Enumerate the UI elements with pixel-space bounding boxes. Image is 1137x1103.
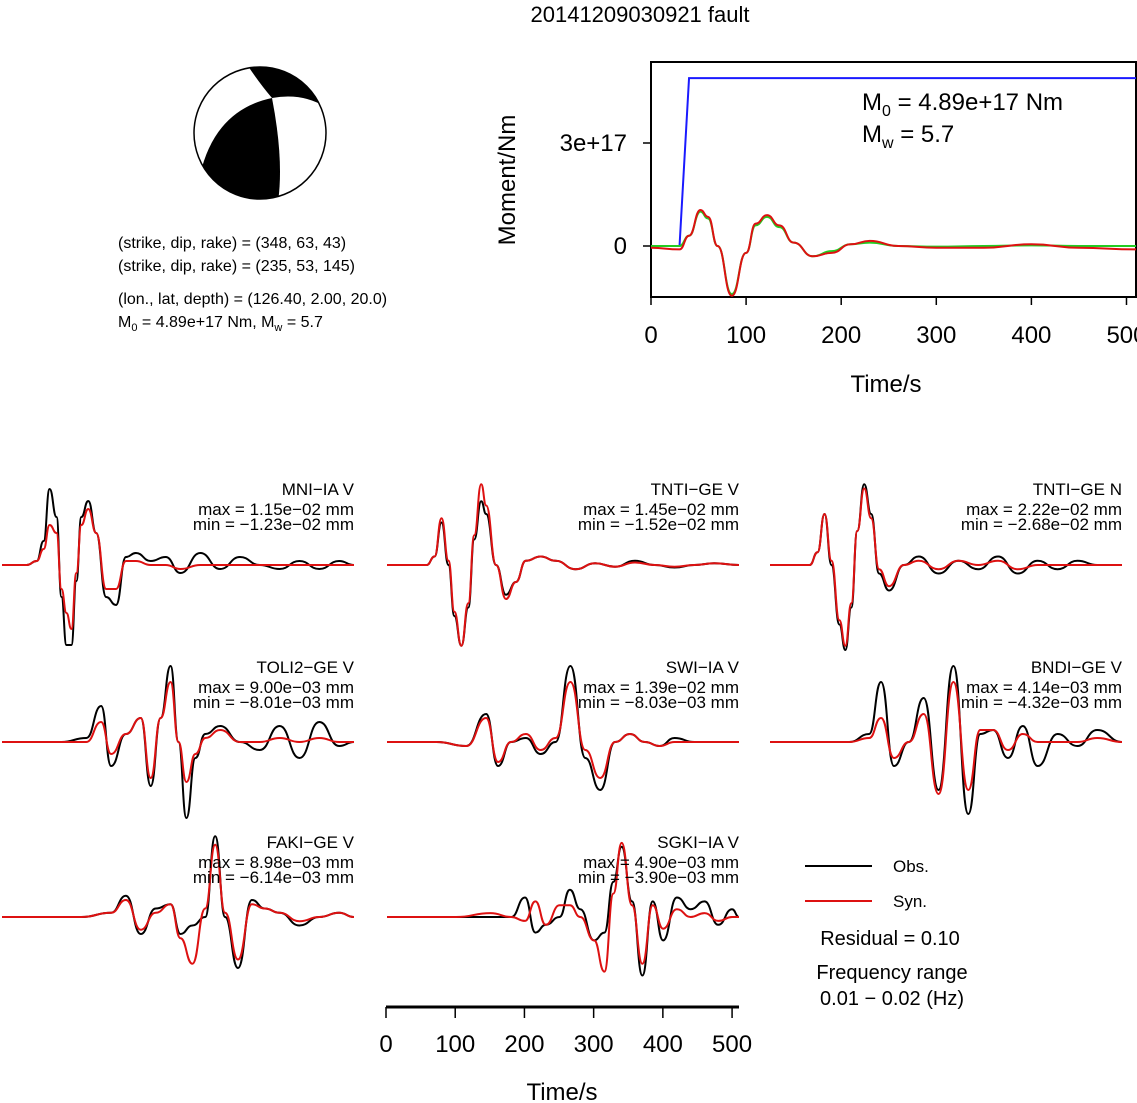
waveform-xtick-label: 300 (574, 1031, 614, 1058)
moment-plot-frame (650, 61, 1137, 298)
synthetic-trace (1, 680, 354, 784)
moment-xtick-label: 300 (916, 322, 956, 349)
min-amplitude-label: min = −6.14e−03 mm (193, 868, 354, 887)
frequency-range-title: Frequency range (816, 962, 967, 984)
waveform-xtick-label: 0 (379, 1031, 392, 1058)
moment-m0-label: M0 = 4.89e+17 Nm (862, 89, 1063, 120)
min-amplitude-label: min = −2.68e−02 mm (961, 515, 1122, 534)
waveform-xlabel: Time/s (526, 1079, 597, 1103)
synthetic-trace (387, 841, 739, 973)
max-amplitude-label: max = 8.98e−03 mm (198, 853, 354, 872)
beachball (193, 66, 327, 200)
synthetic-trace (2, 843, 355, 965)
moment-ytick-label: 3e+17 (560, 130, 627, 157)
moment-plot: 0 3e+17 0 100 200 300 400 500 Moment/Nm Time/s… (494, 61, 1137, 398)
max-amplitude-label: max = 1.39e−02 mm (583, 678, 739, 697)
stf-line-red (650, 208, 1137, 297)
min-amplitude-label: min = −8.01e−03 mm (193, 693, 354, 712)
station-label: MNI−IA V (282, 480, 355, 499)
synthetic-trace (386, 483, 740, 647)
max-amplitude-label: max = 1.45e−02 mm (583, 500, 739, 519)
station-label: TOLI2−GE V (257, 658, 355, 677)
legend-syn-label: Syn. (893, 892, 927, 911)
nodal-plane-1: (strike, dip, rake) = (348, 63, 43) (118, 235, 346, 252)
max-amplitude-label: max = 4.14e−03 mm (966, 678, 1122, 697)
waveform-xtick-label: 400 (643, 1031, 683, 1058)
waveform-xtick-label: 500 (712, 1031, 752, 1058)
moment-ytick-label: 0 (614, 233, 627, 260)
nodal-plane-2: (strike, dip, rake) = (235, 53, 145) (118, 258, 355, 275)
legend: Obs. Syn. Residual = 0.10 Frequency rang… (805, 857, 968, 1010)
moment-xtick-label: 0 (644, 322, 657, 349)
moment-xtick-label: 100 (726, 322, 766, 349)
synthetic-trace (386, 680, 739, 780)
hypocenter: (lon., lat, depth) = (126.40, 2.00, 20.0… (118, 291, 387, 308)
synthetic-trace (769, 680, 1123, 796)
station-label: BNDI−GE V (1031, 658, 1123, 677)
station-label: TNTI−GE V (651, 480, 740, 499)
max-amplitude-label: max = 9.00e−03 mm (198, 678, 354, 697)
moment-ylabel: Moment/Nm (494, 115, 521, 246)
min-amplitude-label: min = −3.90e−03 mm (578, 868, 739, 887)
max-amplitude-label: max = 4.90e−03 mm (583, 853, 739, 872)
station-label: FAKI−GE V (267, 833, 355, 852)
max-amplitude-label: max = 2.22e−02 mm (966, 500, 1122, 519)
station-label: TNTI−GE N (1033, 480, 1122, 499)
moment-xtick-label: 200 (821, 322, 861, 349)
min-amplitude-label: min = −1.23e−02 mm (193, 515, 354, 534)
max-amplitude-label: max = 1.15e−02 mm (198, 500, 354, 519)
moment-xtick-label: 500 (1106, 322, 1137, 349)
moment-mw-label: Mw = 5.7 (862, 121, 954, 152)
synthetic-trace (1, 507, 354, 631)
moment-xlabel: Time/s (850, 371, 921, 398)
min-amplitude-label: min = −8.03e−03 mm (578, 693, 739, 712)
stf-line-green (650, 210, 1136, 296)
beachball-compressional-bottom (200, 98, 280, 199)
waveform-xtick-label: 200 (504, 1031, 544, 1058)
synthetic-trace (769, 487, 1122, 647)
station-label: SWI−IA V (666, 658, 740, 677)
waveform-time-axis: 0 100 200 300 400 500 Time/s (379, 1005, 752, 1103)
legend-obs-label: Obs. (893, 857, 929, 876)
waveform-xtick-label: 100 (435, 1031, 475, 1058)
moment-magnitude-line: M0 = 4.89e+17 Nm, Mw = 5.7 (118, 314, 323, 334)
figure-title: 20141209030921 fault (531, 2, 750, 27)
moment-xtick-label: 400 (1011, 322, 1051, 349)
station-label: SGKI−IA V (657, 833, 739, 852)
residual-label: Residual = 0.10 (820, 928, 960, 950)
min-amplitude-label: min = −4.32e−03 mm (961, 693, 1122, 712)
frequency-range-value: 0.01 − 0.02 (Hz) (820, 988, 964, 1010)
min-amplitude-label: min = −1.52e−02 mm (578, 515, 739, 534)
observed-trace (387, 845, 740, 977)
